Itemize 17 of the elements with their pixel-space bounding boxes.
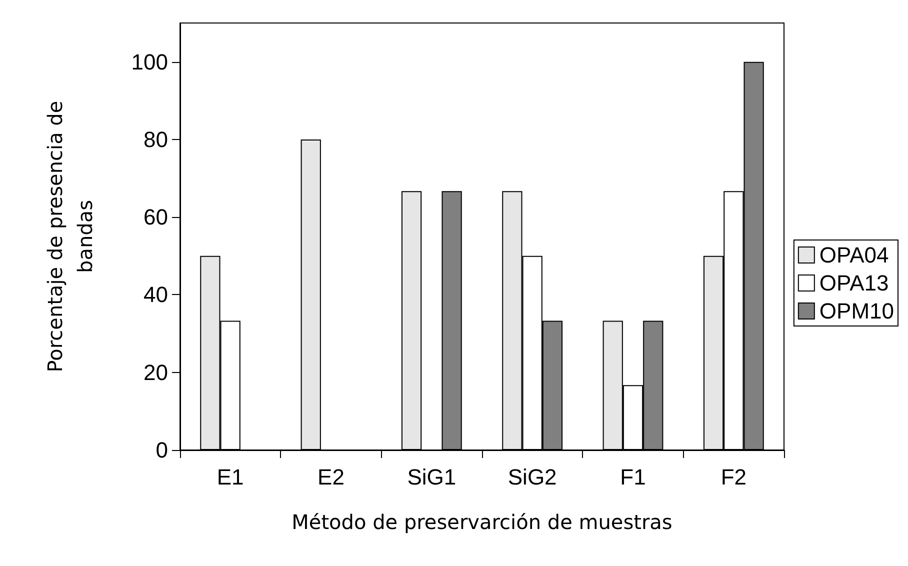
y-tick-label: 0 <box>156 438 168 462</box>
legend-label: OPA04 <box>819 242 889 268</box>
x-tick-label: E1 <box>216 464 244 490</box>
y-tick-label: 40 <box>144 282 168 308</box>
x-tick-label: SiG1 <box>407 464 456 490</box>
x-tick-label: F2 <box>720 464 747 490</box>
x-tick-label: SiG2 <box>508 464 557 490</box>
x-tick-label: E2 <box>318 464 344 490</box>
x-axis-title: Método de preservarción de muestras <box>292 510 672 534</box>
legend-label: OPM10 <box>819 298 894 324</box>
y-tick-label: 60 <box>144 204 168 230</box>
legend-label: OPA13 <box>819 270 889 296</box>
y-tick-label: 80 <box>144 126 168 152</box>
x-tick-label: F1 <box>620 464 646 490</box>
y-tick-label: 100 <box>131 49 168 74</box>
y-tick-label: 20 <box>144 360 168 385</box>
y-axis-title: Porcentaje de presencia de bandas <box>43 100 97 372</box>
